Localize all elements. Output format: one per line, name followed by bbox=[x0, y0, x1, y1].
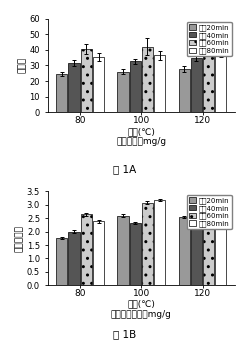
Text: 图 1A: 图 1A bbox=[114, 164, 136, 174]
Bar bbox=[178, 69, 190, 112]
Legend: 蒸制20min, 蒸制40min, 蒸制60min, 蒸制80min: 蒸制20min, 蒸制40min, 蒸制60min, 蒸制80min bbox=[187, 22, 232, 56]
Bar bbox=[154, 200, 165, 285]
Bar bbox=[142, 203, 153, 285]
Legend: 蒸制20min, 蒸制40min, 蒸制60min, 蒸制80min: 蒸制20min, 蒸制40min, 蒸制60min, 蒸制80min bbox=[187, 195, 232, 229]
Bar bbox=[93, 221, 104, 285]
Bar bbox=[56, 238, 68, 285]
Bar bbox=[178, 217, 190, 285]
Bar bbox=[81, 49, 92, 112]
Bar bbox=[68, 63, 80, 112]
Y-axis label: 游离氨基酸: 游离氨基酸 bbox=[15, 225, 24, 252]
Bar bbox=[56, 74, 68, 112]
Bar bbox=[68, 232, 80, 285]
Bar bbox=[215, 197, 226, 285]
Text: 图 1B: 图 1B bbox=[114, 329, 136, 339]
Bar bbox=[130, 61, 141, 112]
Bar bbox=[215, 51, 226, 112]
Bar bbox=[203, 201, 214, 285]
Bar bbox=[203, 46, 214, 112]
Y-axis label: 还原糖: 还原糖 bbox=[18, 57, 27, 73]
Bar bbox=[130, 223, 141, 285]
X-axis label: 温度(℃)
还原糖含量mg/g: 温度(℃) 还原糖含量mg/g bbox=[116, 127, 166, 146]
Bar bbox=[191, 58, 202, 112]
Bar bbox=[117, 72, 128, 112]
Bar bbox=[117, 216, 128, 285]
Bar bbox=[142, 47, 153, 112]
Bar bbox=[81, 214, 92, 285]
Bar bbox=[191, 205, 202, 285]
Bar bbox=[93, 57, 104, 112]
Bar bbox=[154, 55, 165, 112]
X-axis label: 温度(℃)
游离氨基酸含量mg/g: 温度(℃) 游离氨基酸含量mg/g bbox=[111, 300, 172, 319]
